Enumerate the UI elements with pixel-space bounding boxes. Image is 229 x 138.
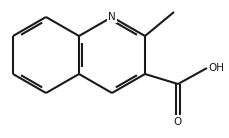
Text: O: O [173,117,181,127]
Text: N: N [108,12,115,22]
Text: OH: OH [208,63,224,73]
